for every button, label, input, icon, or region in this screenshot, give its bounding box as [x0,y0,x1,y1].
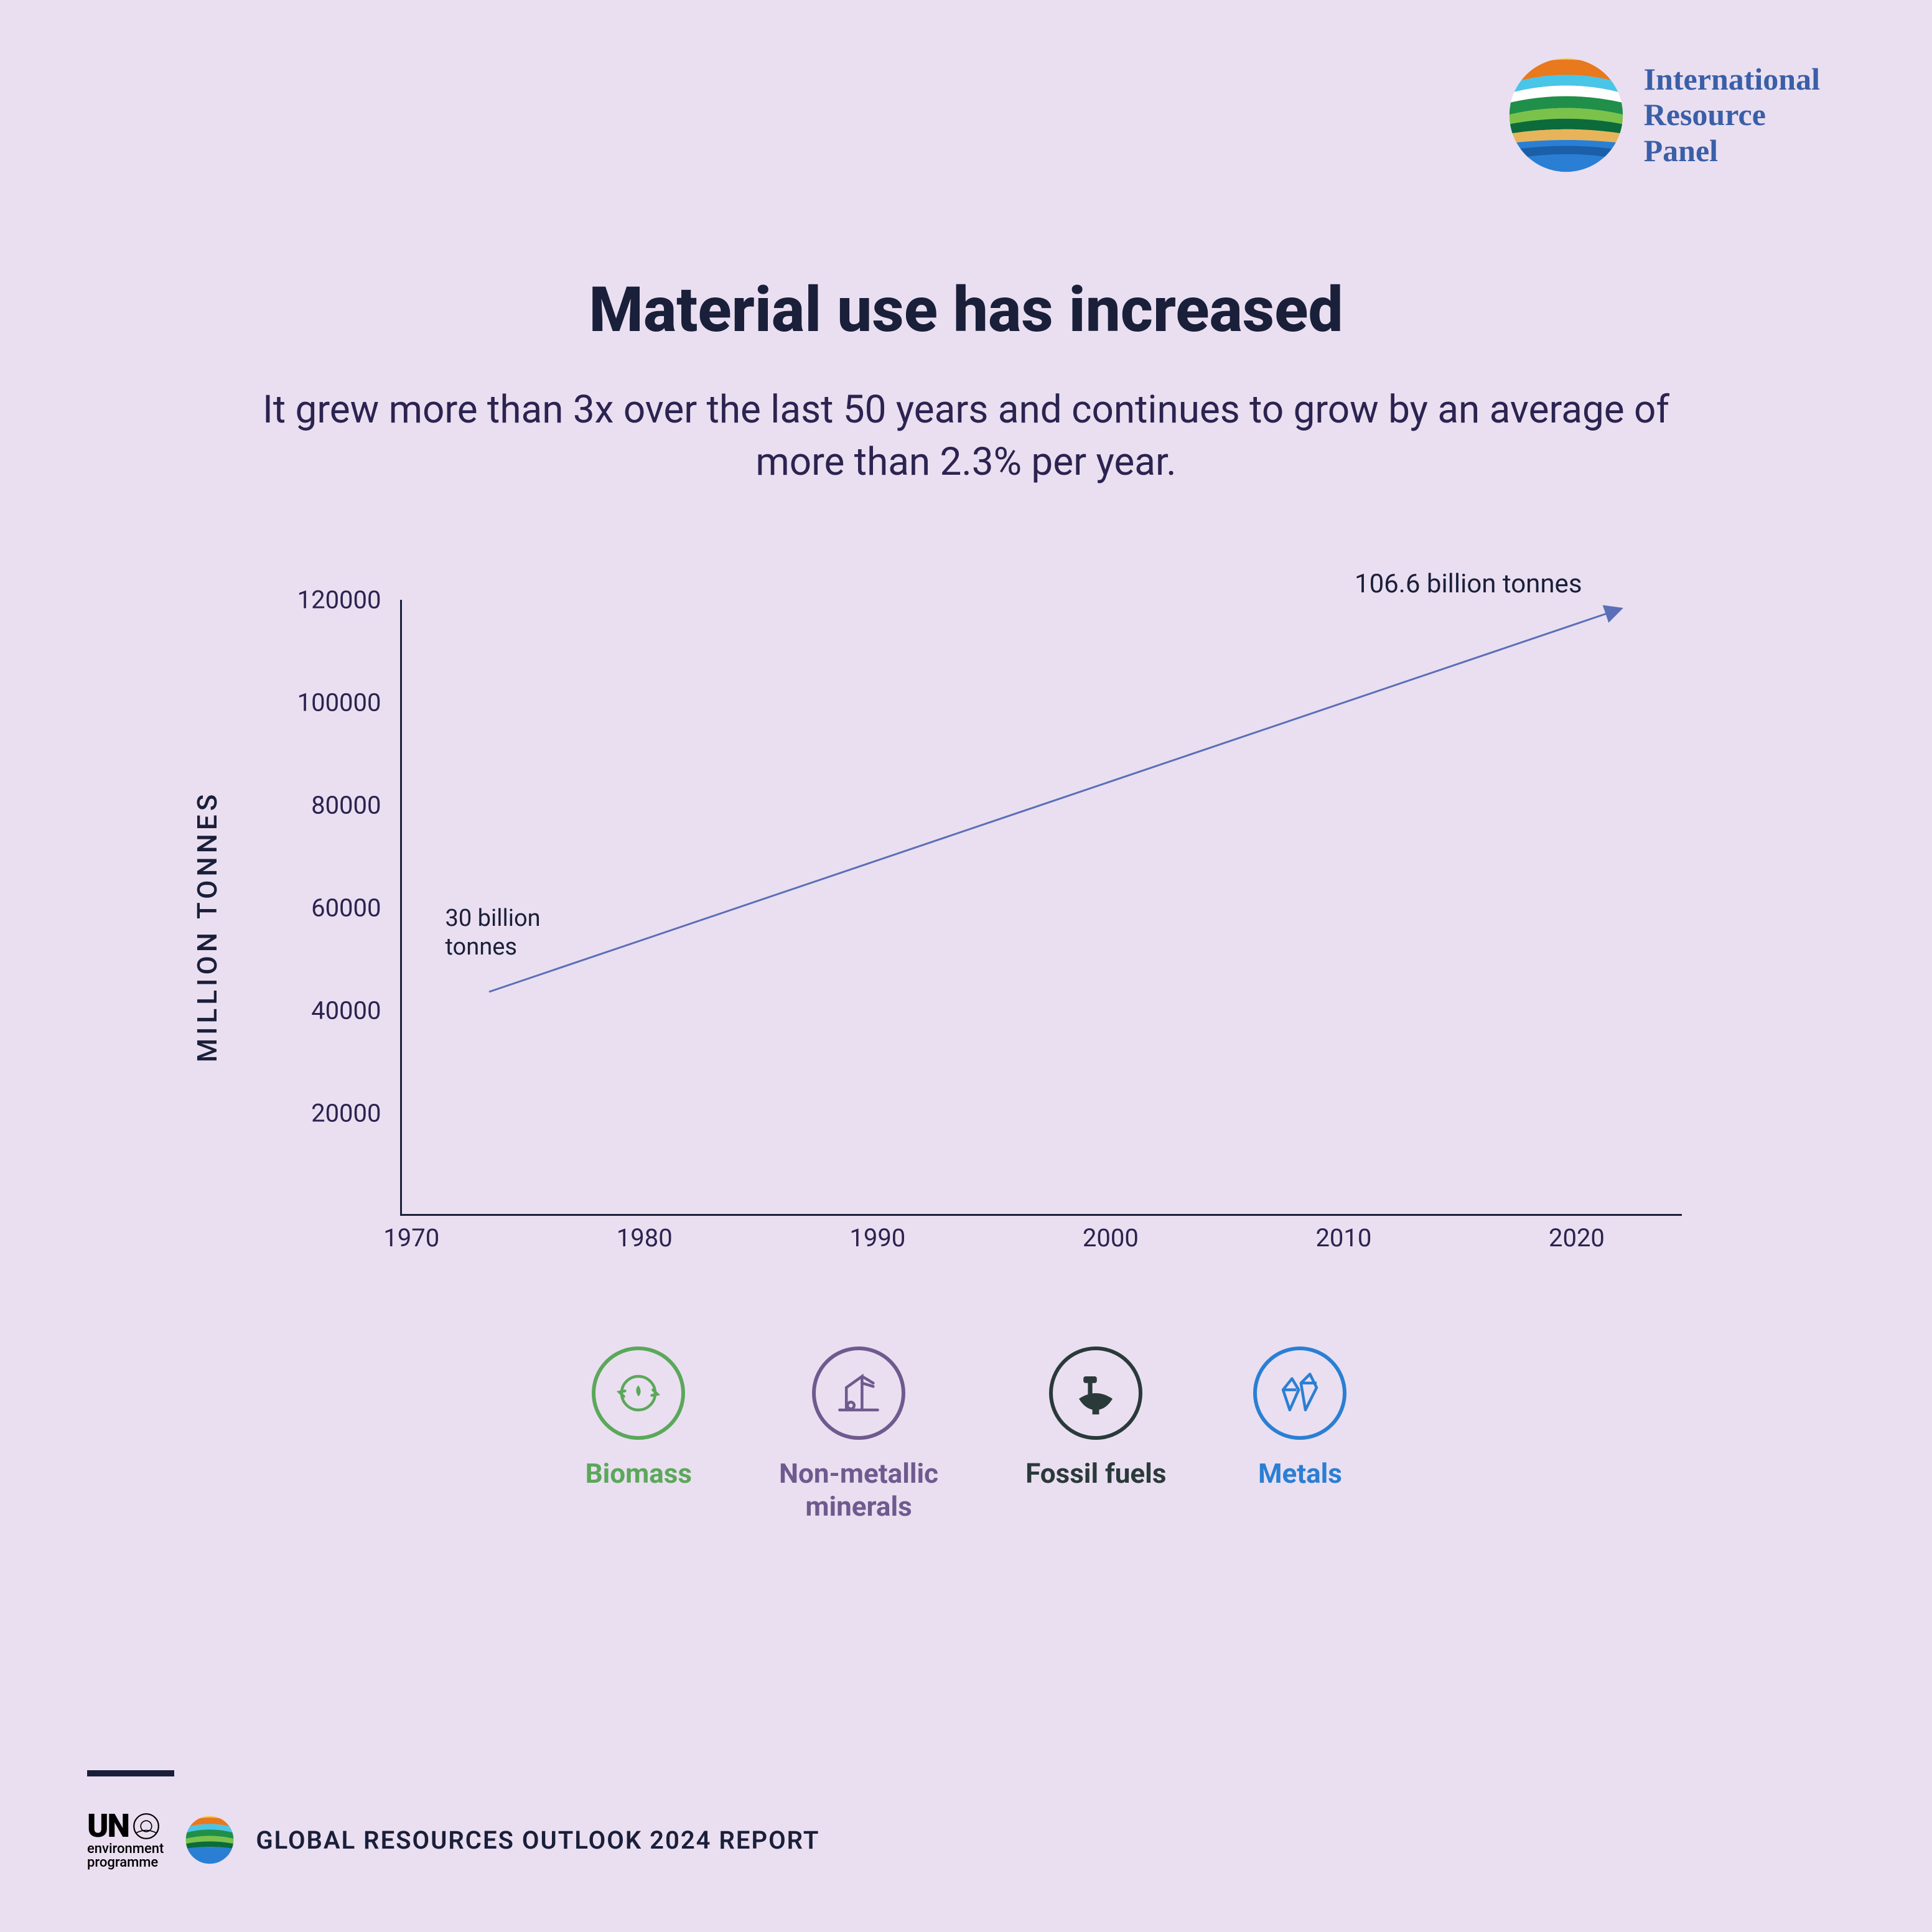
y-tick: 20000 [311,1099,381,1128]
x-tick: 1980 [617,1223,673,1253]
page-title: Material use has increased [112,274,1820,347]
y-tick: 100000 [297,688,381,717]
globe-icon [185,1815,235,1865]
y-tick: 60000 [311,894,381,923]
y-axis-title: MILLION TONNES [191,791,223,1063]
y-tick: 120000 [297,586,381,615]
page-subtitle: It grew more than 3x over the last 50 ye… [220,384,1713,488]
y-tick: 80000 [311,791,381,820]
biomass-icon [592,1346,685,1440]
footer: UN environmentprogramme GLOBAL RE [87,1810,819,1870]
legend-item-metals: Metals [1253,1346,1346,1523]
unep-emblem-icon [133,1813,160,1840]
x-tick: 1970 [383,1223,439,1253]
fossil-icon [1049,1346,1142,1440]
end-annotation: 106.6 billion tonnes [1355,569,1582,600]
footer-rule [87,1770,174,1776]
un-logo-text: UN [87,1810,129,1842]
unep-logo: UN environmentprogramme [87,1810,164,1870]
plot-area: 30 billiontonnes 106.6 billion tonnes [400,600,1682,1216]
x-tick: 1990 [849,1223,905,1253]
legend-label: Fossil fuels [1025,1457,1166,1490]
y-tick: 40000 [311,996,381,1025]
irp-logo-text: InternationalResourcePanel [1644,62,1820,169]
x-ticks: 197019801990200020102020 [400,1216,1682,1253]
legend-item-fossil: Fossil fuels [1025,1346,1166,1523]
non_metallic-icon [812,1346,905,1440]
x-tick: 2000 [1083,1223,1139,1253]
page-root: InternationalResourcePanel Material use … [0,0,1932,1932]
legend-label: Metals [1253,1457,1346,1490]
footer-report-text: GLOBAL RESOURCES OUTLOOK 2024 REPORT [256,1826,819,1855]
legend: Biomass Non-metallicminerals Fossil fuels M… [112,1346,1820,1523]
legend-item-non_metallic: Non-metallicminerals [779,1346,938,1523]
bars-container [402,600,1682,1214]
legend-item-biomass: Biomass [586,1346,692,1523]
y-ticks: 20000400006000080000100000120000 [251,600,388,1216]
x-tick: 2010 [1315,1223,1371,1253]
legend-label: Biomass [586,1457,692,1490]
metals-icon [1253,1346,1346,1440]
x-tick: 2020 [1549,1223,1605,1253]
unep-subtext: environmentprogramme [87,1842,164,1870]
globe-icon [1507,56,1625,174]
irp-logo: InternationalResourcePanel [1507,56,1820,174]
legend-label: Non-metallicminerals [779,1457,938,1523]
material-use-chart: MILLION TONNES 2000040000600008000010000… [251,600,1682,1253]
start-annotation: 30 billiontonnes [446,905,541,961]
